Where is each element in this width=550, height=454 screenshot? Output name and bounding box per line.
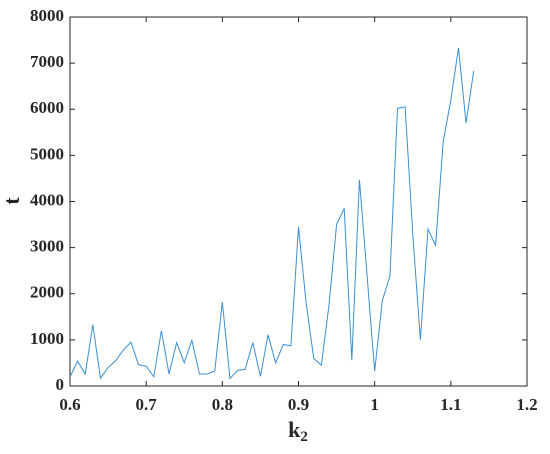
y-tick-label: 4000 — [30, 190, 64, 209]
y-tick-label: 7000 — [30, 52, 64, 71]
y-tick-label: 6000 — [30, 98, 64, 117]
x-tick-label: 0.6 — [59, 395, 80, 414]
x-tick-label: 1.1 — [440, 395, 461, 414]
y-tick-label: 8000 — [30, 6, 64, 25]
x-tick-label: 0.7 — [136, 395, 158, 414]
plot-frame — [69, 16, 528, 387]
x-label-subscript: 2 — [300, 429, 308, 445]
y-tick-label: 1000 — [30, 329, 64, 348]
x-tick-label: 0.9 — [288, 395, 309, 414]
x-label-main: k — [288, 417, 301, 442]
data-line — [69, 47, 475, 380]
y-tick-label: 3000 — [30, 237, 64, 256]
x-tick-label: 1 — [370, 395, 379, 414]
x-tick-label: 1.2 — [516, 395, 537, 414]
y-tick-label: 5000 — [30, 144, 64, 163]
y-axis-label: t — [0, 197, 24, 205]
y-tick-label: 2000 — [30, 283, 64, 302]
x-tick-label: 0.8 — [212, 395, 233, 414]
x-axis-label: k2 — [288, 417, 308, 445]
y-tick-label: 0 — [56, 375, 65, 394]
